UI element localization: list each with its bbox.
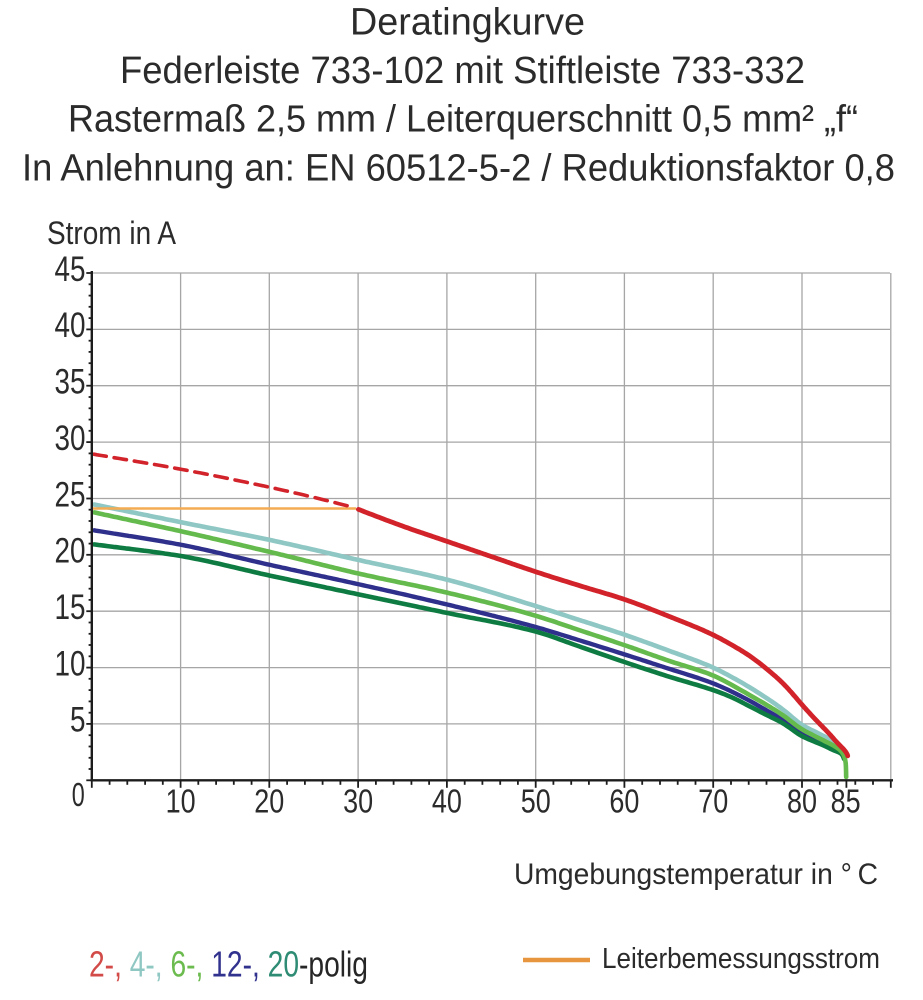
svg-text:85: 85: [831, 784, 861, 821]
svg-text:40: 40: [55, 306, 86, 345]
svg-text:20: 20: [55, 532, 86, 571]
svg-text:10: 10: [55, 644, 86, 683]
svg-text:15: 15: [55, 588, 86, 627]
svg-text:60: 60: [609, 784, 639, 821]
svg-text:25: 25: [55, 475, 86, 514]
svg-text:10: 10: [166, 784, 196, 821]
svg-text:30: 30: [343, 784, 373, 821]
svg-text:40: 40: [432, 784, 462, 821]
svg-text:5: 5: [70, 701, 86, 740]
svg-text:80: 80: [787, 784, 817, 821]
svg-text:0: 0: [72, 777, 85, 814]
svg-text:2-, 4-, 6-, 12-, 20-polig: 2-, 4-, 6-, 12-, 20-polig: [89, 944, 368, 985]
svg-text:45: 45: [55, 250, 86, 289]
svg-text:Strom in A: Strom in A: [47, 215, 177, 251]
svg-text:In Anlehnung an: EN 60512-5-2: In Anlehnung an: EN 60512-5-2 / Reduktio…: [22, 147, 895, 189]
svg-text:Deratingkurve: Deratingkurve: [350, 1, 585, 43]
svg-text:35: 35: [55, 363, 86, 402]
svg-text:Federleiste 733-102 mit Stiftl: Federleiste 733-102 mit Stiftleiste 733-…: [120, 50, 805, 92]
svg-text:50: 50: [521, 784, 551, 821]
svg-text:Rastermaß 2,5 mm / Leiterquers: Rastermaß 2,5 mm / Leiterquerschnitt 0,5…: [68, 99, 858, 141]
svg-text:70: 70: [698, 784, 728, 821]
svg-text:Leiterbemessungsstrom: Leiterbemessungsstrom: [602, 943, 880, 975]
svg-text:30: 30: [55, 419, 86, 458]
svg-text:20: 20: [254, 784, 284, 821]
svg-text:Umgebungstemperatur in ° C: Umgebungstemperatur in ° C: [514, 858, 878, 891]
